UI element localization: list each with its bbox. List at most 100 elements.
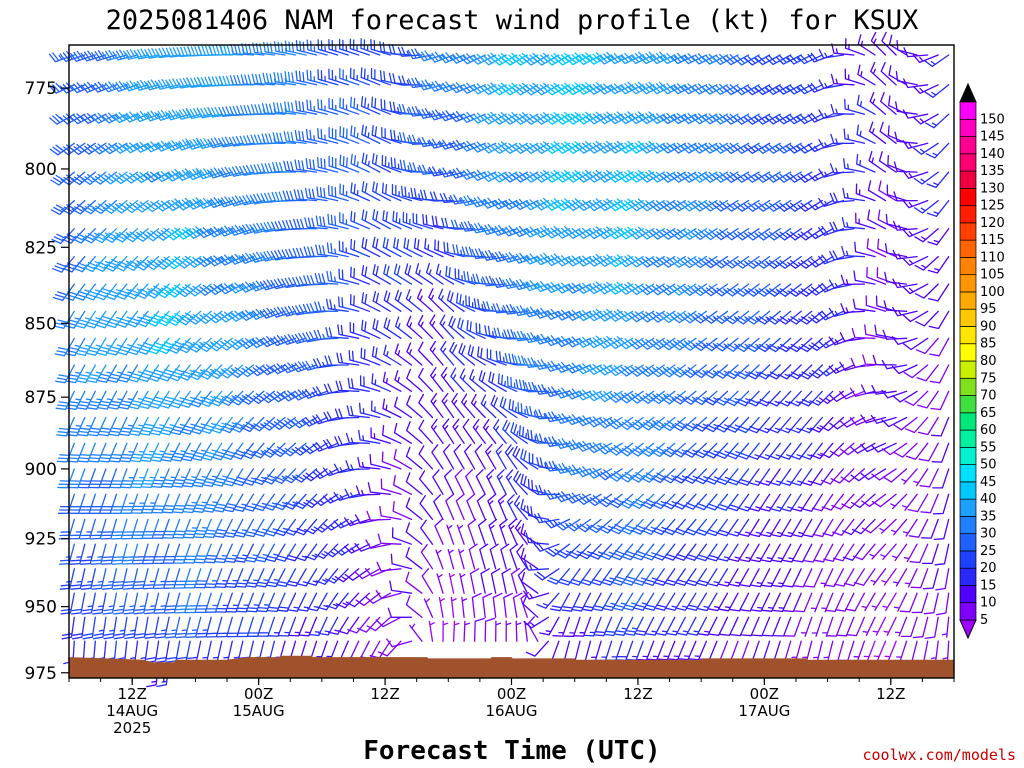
wind-barb: [121, 518, 139, 540]
wind-barb: [345, 432, 370, 444]
wind-barb: [786, 113, 813, 125]
wind-barb: [282, 468, 307, 484]
wind-barb: [460, 195, 486, 207]
wind-barb: [70, 50, 96, 62]
wind-barb: [240, 104, 265, 116]
wind-barb: [195, 592, 212, 614]
wind-barb: [901, 468, 918, 485]
wind-barb: [294, 518, 318, 536]
wind-barb: [534, 513, 560, 524]
wind-barb: [706, 543, 729, 562]
wind-barb: [766, 337, 792, 353]
wind-barb: [122, 568, 139, 590]
wind-barb: [304, 543, 328, 561]
wind-barb: [92, 616, 107, 640]
wind-barb: [99, 468, 118, 489]
wind-barb: [377, 533, 402, 545]
wind-barb: [153, 568, 170, 590]
wind-barb: [272, 468, 297, 485]
wind-barb: [932, 493, 950, 515]
wind-barb: [164, 140, 191, 152]
wind-barb: [174, 592, 191, 614]
wind-barb: [686, 592, 708, 611]
wind-barb: [544, 335, 571, 347]
wind-barb: [124, 255, 149, 272]
wind-barb: [349, 294, 370, 312]
wind-barb: [379, 505, 402, 521]
wind-barb: [801, 468, 823, 486]
wind-barb: [406, 315, 423, 339]
colorbar-swatch: [959, 326, 977, 345]
wind-barb: [628, 51, 655, 65]
wind-barb: [272, 102, 297, 115]
wind-barb: [649, 81, 676, 95]
wind-barb: [554, 361, 581, 374]
colorbar-swatch: [959, 516, 977, 535]
wind-barb: [741, 616, 760, 637]
wind-barb: [502, 142, 528, 154]
wind-barb: [618, 169, 644, 183]
wind-barb: [866, 238, 887, 258]
wind-barb: [154, 109, 181, 121]
wind-barb: [66, 416, 86, 437]
wind-barb: [82, 616, 96, 640]
wind-barb: [357, 456, 381, 470]
wind-barb: [372, 318, 391, 339]
wind-barb: [475, 469, 486, 495]
colorbar-swatch: [959, 585, 977, 604]
wind-barb: [607, 140, 634, 154]
wind-barb: [630, 493, 655, 509]
wind-barb: [293, 189, 318, 202]
wind-barb: [761, 592, 781, 612]
wind-barb: [544, 141, 571, 154]
wind-barb: [409, 623, 423, 642]
wind-barb: [86, 364, 107, 384]
wind-barb: [852, 543, 876, 561]
wind-barb: [102, 592, 118, 615]
wind-barb: [821, 493, 845, 511]
source-credit[interactable]: coolwx.com/models: [862, 746, 1016, 764]
wind-barb: [263, 518, 286, 537]
wind-barb: [909, 543, 929, 564]
wind-barb: [714, 416, 739, 433]
wind-barb: [830, 468, 855, 484]
wind-barb: [565, 640, 581, 663]
wind-barb: [284, 101, 307, 115]
wind-barb: [882, 592, 897, 612]
wind-barb: [512, 52, 539, 66]
wind-barb: [467, 518, 477, 545]
wind-barb: [193, 518, 212, 539]
wind-barb: [914, 255, 939, 271]
wind-barb: [797, 228, 823, 241]
wind-barb: [254, 543, 276, 563]
wind-barb: [281, 416, 307, 430]
wind-barb: [217, 225, 244, 237]
wind-barb: [416, 288, 434, 312]
wind-barb: [777, 364, 802, 380]
wind-barb: [232, 468, 255, 487]
colorbar-label: 80: [980, 354, 997, 369]
wind-barb: [56, 416, 75, 437]
wind-barb: [791, 518, 813, 538]
wind-barb: [129, 442, 149, 463]
wind-barb: [575, 255, 602, 267]
wind-barb: [470, 169, 497, 182]
wind-barb: [533, 52, 560, 66]
wind-barb: [523, 199, 550, 211]
wind-barb: [902, 170, 929, 179]
wind-barb: [660, 171, 686, 183]
wind-barb: [744, 54, 771, 66]
wind-barb: [302, 442, 328, 455]
wind-barb: [230, 43, 255, 56]
y-tick-label: 825: [25, 238, 57, 258]
colorbar-label: 55: [980, 440, 997, 455]
wind-barb: [280, 362, 307, 374]
wind-barb: [243, 518, 265, 538]
wind-barb: [771, 543, 792, 563]
wind-barb: [162, 493, 181, 514]
wind-barb: [673, 493, 697, 510]
wind-barb: [629, 468, 655, 483]
wind-barb: [861, 518, 887, 534]
wind-barb: [350, 182, 370, 202]
wind-barb: [154, 171, 181, 183]
